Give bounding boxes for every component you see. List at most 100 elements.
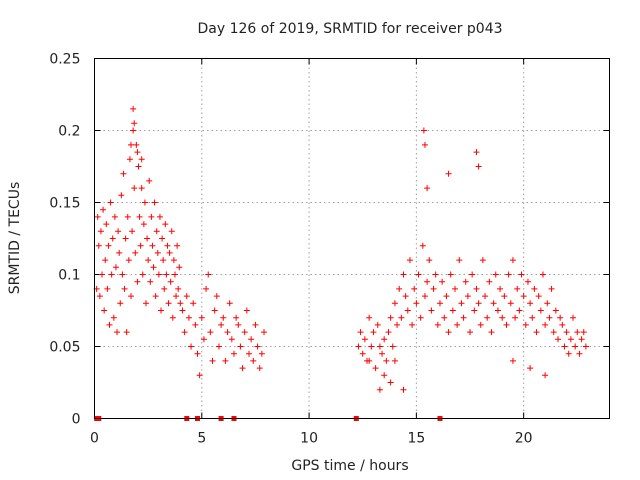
data-point xyxy=(432,271,439,278)
data-point xyxy=(139,271,146,278)
data-point xyxy=(361,336,368,343)
x-tick-label: 0 xyxy=(90,431,99,447)
data-point xyxy=(572,343,579,350)
data-point xyxy=(177,300,184,307)
data-point xyxy=(154,249,161,256)
data-point xyxy=(421,293,428,300)
data-point xyxy=(449,307,456,314)
data-point xyxy=(133,141,140,148)
data-point xyxy=(430,285,437,292)
data-point xyxy=(391,300,398,307)
data-point xyxy=(146,177,153,184)
data-point xyxy=(250,357,257,364)
data-point xyxy=(132,249,139,256)
data-point xyxy=(413,300,420,307)
data-point xyxy=(381,336,388,343)
data-point xyxy=(207,329,214,336)
data-point xyxy=(109,235,116,242)
data-point xyxy=(168,228,175,235)
data-point xyxy=(192,321,199,328)
data-point xyxy=(400,271,407,278)
data-point xyxy=(366,357,373,364)
data-point xyxy=(100,206,107,213)
data-point xyxy=(415,271,422,278)
data-point xyxy=(127,141,134,148)
data-point xyxy=(565,350,572,357)
data-point xyxy=(137,242,144,249)
data-point xyxy=(136,213,143,220)
data-point xyxy=(441,314,448,321)
data-point xyxy=(479,257,486,264)
data-point xyxy=(398,314,405,321)
data-point xyxy=(102,257,109,264)
data-point xyxy=(114,329,121,336)
data-point xyxy=(122,235,129,242)
data-point xyxy=(261,329,268,336)
data-point xyxy=(391,357,398,364)
data-point xyxy=(246,350,252,357)
data-point xyxy=(188,343,195,350)
data-point xyxy=(445,170,452,177)
data-point xyxy=(447,271,454,278)
data-point xyxy=(226,300,233,307)
data-point xyxy=(533,329,540,336)
data-point xyxy=(123,329,130,336)
data-point xyxy=(138,156,145,163)
data-point xyxy=(509,357,516,364)
data-point xyxy=(512,314,519,321)
data-point xyxy=(580,329,587,336)
x-tick-label: 10 xyxy=(300,431,318,447)
data-point xyxy=(424,185,431,192)
data-point xyxy=(99,271,106,278)
data-point xyxy=(379,350,386,357)
data-point xyxy=(520,293,527,300)
data-point xyxy=(368,343,375,350)
data-point xyxy=(374,321,381,328)
data-point xyxy=(400,386,407,393)
data-point xyxy=(443,293,450,300)
data-point xyxy=(256,365,263,372)
data-point xyxy=(494,307,501,314)
data-point xyxy=(531,285,538,292)
data-point xyxy=(456,257,463,264)
data-point xyxy=(467,329,474,336)
data-point xyxy=(161,285,168,292)
data-point xyxy=(366,314,373,321)
data-point xyxy=(171,271,178,278)
data-point xyxy=(97,228,104,235)
data-point xyxy=(209,357,216,364)
data-point xyxy=(258,350,265,357)
data-point xyxy=(527,365,534,372)
data-point xyxy=(181,329,188,336)
data-point xyxy=(419,242,426,249)
data-point xyxy=(151,199,158,206)
data-point xyxy=(120,170,127,177)
data-point xyxy=(95,242,102,249)
data-point xyxy=(241,329,248,336)
data-point xyxy=(116,249,123,256)
data-point xyxy=(452,285,458,292)
data-point xyxy=(131,120,138,127)
data-point xyxy=(158,307,165,314)
data-point xyxy=(163,271,170,278)
data-point xyxy=(499,314,506,321)
data-point xyxy=(131,185,138,192)
data-point xyxy=(213,293,220,300)
data-point xyxy=(376,386,383,393)
data-point xyxy=(411,285,418,292)
data-point xyxy=(582,343,589,350)
data-point xyxy=(475,300,482,307)
data-point xyxy=(222,357,229,364)
data-point xyxy=(445,329,452,336)
data-point xyxy=(107,199,114,206)
data-point xyxy=(112,264,119,271)
data-point xyxy=(539,271,546,278)
data-point xyxy=(385,329,392,336)
data-point xyxy=(126,156,133,163)
grid xyxy=(94,58,610,419)
data-point xyxy=(104,285,111,292)
data-point xyxy=(406,257,413,264)
data-point xyxy=(211,307,218,314)
data-point xyxy=(203,285,210,292)
